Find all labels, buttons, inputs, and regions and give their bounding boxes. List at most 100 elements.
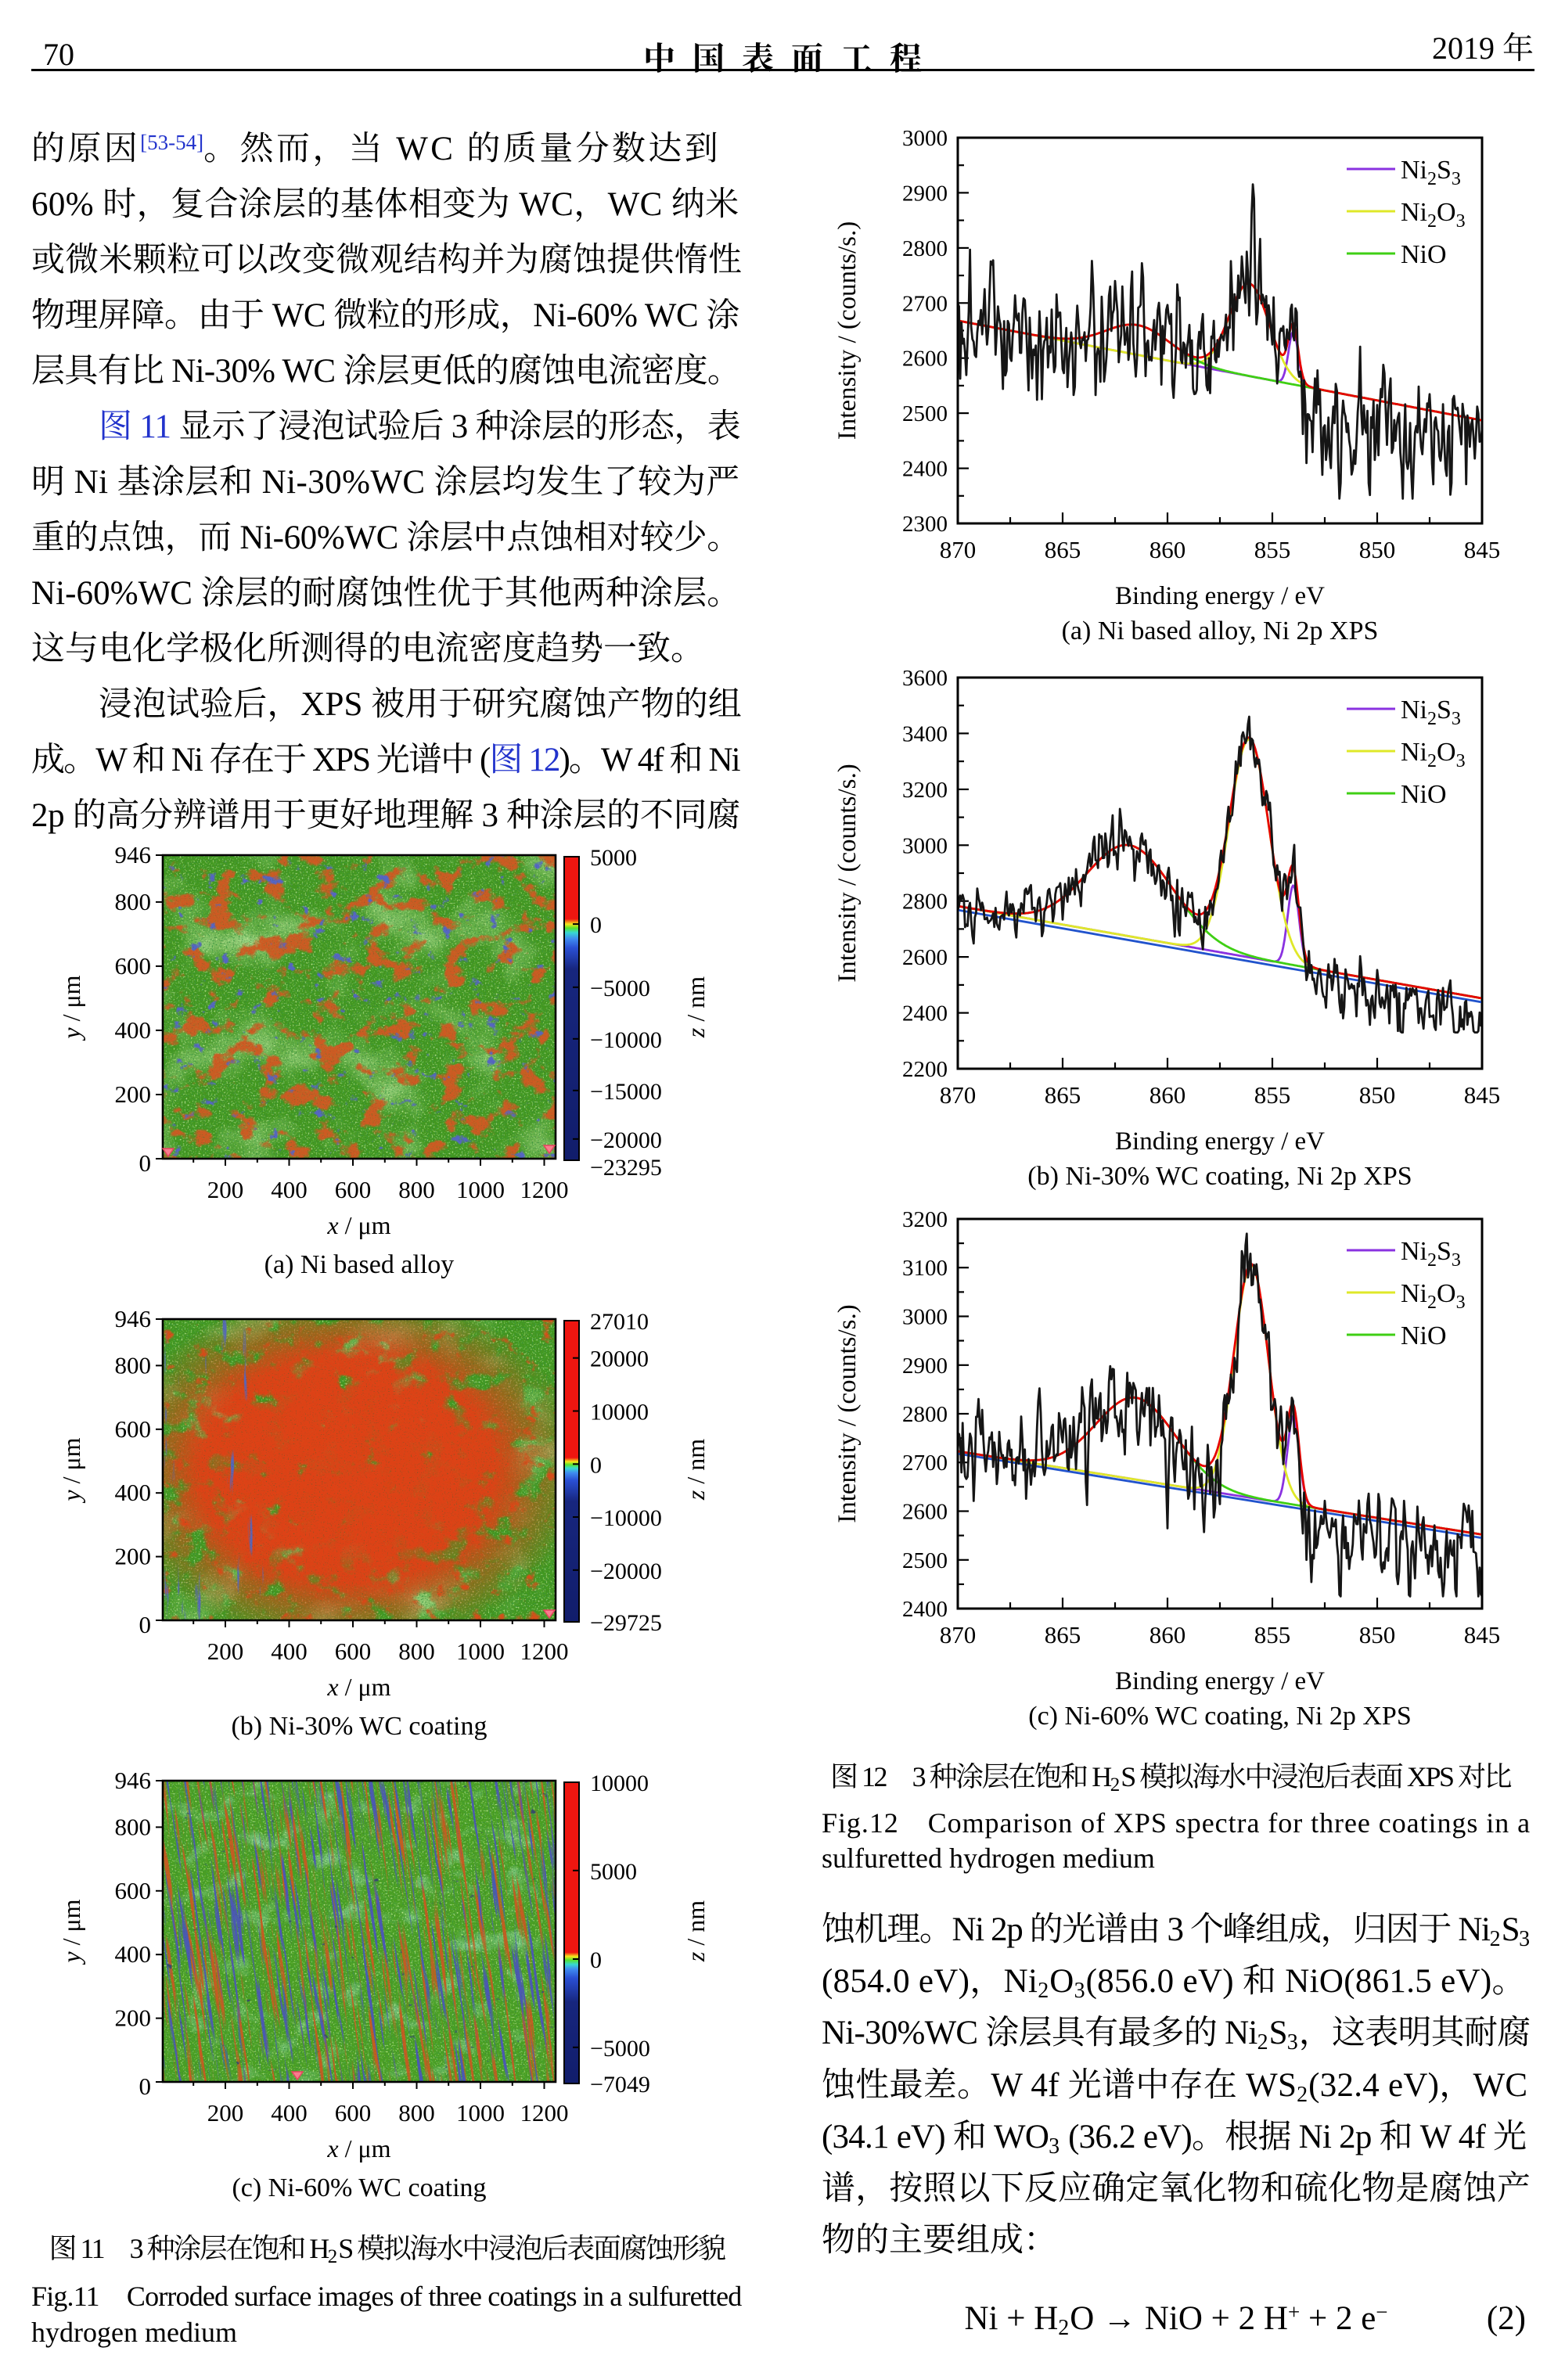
svg-text:Intensity / (counts/s.): Intensity / (counts/s.) xyxy=(833,764,862,983)
svg-text:855: 855 xyxy=(1254,1081,1291,1109)
svg-text:2800: 2800 xyxy=(902,890,948,915)
svg-text:(c) Ni-60% WC coating, Ni 2p X: (c) Ni-60% WC coating, Ni 2p XPS xyxy=(1028,1702,1411,1731)
svg-text:400: 400 xyxy=(271,1176,308,1203)
svg-text:2400: 2400 xyxy=(902,1597,948,1622)
svg-text:z / nm: z / nm xyxy=(682,976,710,1038)
svg-text:5000: 5000 xyxy=(590,1859,637,1885)
svg-text:y / μm: y / μm xyxy=(57,1899,85,1965)
svg-text:860: 860 xyxy=(1149,1081,1186,1109)
svg-text:−5000: −5000 xyxy=(590,2036,650,2062)
svg-text:−20000: −20000 xyxy=(590,1127,662,1153)
svg-text:Binding energy / eV: Binding energy / eV xyxy=(1115,582,1325,610)
svg-text:0: 0 xyxy=(139,1611,152,1638)
svg-text:NiO: NiO xyxy=(1401,780,1447,809)
svg-text:27010: 27010 xyxy=(590,1309,649,1335)
svg-text:−7049: −7049 xyxy=(590,2072,650,2098)
svg-text:200: 200 xyxy=(115,1543,152,1570)
svg-text:850: 850 xyxy=(1359,536,1396,563)
svg-text:0: 0 xyxy=(139,2073,152,2100)
svg-text:800: 800 xyxy=(115,1813,152,1840)
svg-text:z / nm: z / nm xyxy=(682,1439,710,1501)
svg-text:NiO: NiO xyxy=(1401,240,1447,269)
svg-text:−5000: −5000 xyxy=(590,976,650,1001)
svg-text:3400: 3400 xyxy=(902,721,948,746)
svg-text:2200: 2200 xyxy=(902,1057,948,1082)
svg-text:−10000: −10000 xyxy=(590,1505,662,1531)
svg-text:865: 865 xyxy=(1045,1621,1081,1648)
svg-text:1000: 1000 xyxy=(456,1638,505,1665)
svg-text:1200: 1200 xyxy=(520,2099,569,2127)
svg-text:0: 0 xyxy=(590,1452,602,1478)
svg-text:800: 800 xyxy=(398,1638,435,1665)
svg-text:x / μm: x / μm xyxy=(326,2134,390,2162)
svg-text:3100: 3100 xyxy=(902,1256,948,1281)
svg-text:800: 800 xyxy=(398,2099,435,2127)
svg-text:Intensity / (counts/s.): Intensity / (counts/s.) xyxy=(833,1304,862,1523)
svg-text:2900: 2900 xyxy=(902,181,948,206)
svg-text:855: 855 xyxy=(1254,1621,1291,1648)
svg-text:0: 0 xyxy=(139,1149,152,1177)
svg-text:(a) Ni based alloy: (a) Ni based alloy xyxy=(264,1250,455,1279)
svg-text:20000: 20000 xyxy=(590,1346,649,1372)
svg-text:NiO: NiO xyxy=(1401,1321,1447,1350)
svg-text:200: 200 xyxy=(207,1176,244,1203)
svg-text:600: 600 xyxy=(115,1877,152,1904)
svg-text:400: 400 xyxy=(115,1479,152,1506)
svg-text:600: 600 xyxy=(115,1415,152,1443)
svg-text:400: 400 xyxy=(115,1940,152,1968)
svg-text:10000: 10000 xyxy=(590,1771,649,1796)
svg-text:2500: 2500 xyxy=(902,1548,948,1573)
svg-text:−23295: −23295 xyxy=(590,1155,662,1181)
svg-text:−15000: −15000 xyxy=(590,1079,662,1105)
svg-text:3200: 3200 xyxy=(902,778,948,803)
svg-text:y / μm: y / μm xyxy=(57,975,85,1041)
svg-text:2800: 2800 xyxy=(902,236,948,261)
svg-text:3000: 3000 xyxy=(902,833,948,858)
svg-text:845: 845 xyxy=(1464,1081,1501,1109)
svg-text:y / μm: y / μm xyxy=(57,1437,85,1503)
svg-text:800: 800 xyxy=(115,1351,152,1379)
svg-text:Ni2O3: Ni2O3 xyxy=(1401,738,1466,771)
svg-text:−29725: −29725 xyxy=(590,1610,662,1636)
svg-text:865: 865 xyxy=(1045,536,1081,563)
svg-text:2300: 2300 xyxy=(902,512,948,537)
svg-text:Ni2S3: Ni2S3 xyxy=(1401,156,1461,189)
svg-text:3000: 3000 xyxy=(902,126,948,151)
svg-text:(b) Ni-30% WC coating: (b) Ni-30% WC coating xyxy=(231,1712,487,1741)
svg-text:2600: 2600 xyxy=(902,1500,948,1525)
svg-text:2600: 2600 xyxy=(902,945,948,970)
svg-text:Intensity / (counts/s.): Intensity / (counts/s.) xyxy=(833,221,862,440)
svg-text:860: 860 xyxy=(1149,1621,1186,1648)
svg-text:2900: 2900 xyxy=(902,1354,948,1379)
svg-text:860: 860 xyxy=(1149,536,1186,563)
svg-text:400: 400 xyxy=(115,1016,152,1044)
svg-text:2500: 2500 xyxy=(902,401,948,426)
svg-text:(b) Ni-30% WC coating, Ni 2p X: (b) Ni-30% WC coating, Ni 2p XPS xyxy=(1027,1162,1412,1191)
svg-text:1000: 1000 xyxy=(456,2099,505,2127)
svg-text:200: 200 xyxy=(207,2099,244,2127)
svg-text:946: 946 xyxy=(115,1767,152,1794)
svg-text:1200: 1200 xyxy=(520,1638,569,1665)
svg-text:845: 845 xyxy=(1464,1621,1501,1648)
svg-text:1000: 1000 xyxy=(456,1176,505,1203)
svg-text:865: 865 xyxy=(1045,1081,1081,1109)
svg-text:x / μm: x / μm xyxy=(326,1211,390,1239)
svg-text:845: 845 xyxy=(1464,536,1501,563)
svg-text:(c) Ni-60% WC coating: (c) Ni-60% WC coating xyxy=(232,2173,486,2202)
svg-text:600: 600 xyxy=(115,952,152,980)
svg-text:2800: 2800 xyxy=(902,1402,948,1427)
svg-text:850: 850 xyxy=(1359,1081,1396,1109)
svg-text:2400: 2400 xyxy=(902,1001,948,1026)
svg-text:855: 855 xyxy=(1254,536,1291,563)
svg-text:400: 400 xyxy=(271,1638,308,1665)
svg-text:600: 600 xyxy=(335,1176,372,1203)
svg-text:x / μm: x / μm xyxy=(326,1673,390,1701)
svg-text:850: 850 xyxy=(1359,1621,1396,1648)
svg-text:870: 870 xyxy=(940,1081,977,1109)
svg-text:−10000: −10000 xyxy=(590,1027,662,1053)
svg-text:200: 200 xyxy=(115,1080,152,1108)
svg-text:Binding energy / eV: Binding energy / eV xyxy=(1115,1127,1325,1156)
svg-text:800: 800 xyxy=(115,888,152,915)
svg-text:3200: 3200 xyxy=(902,1207,948,1232)
svg-text:600: 600 xyxy=(335,2099,372,2127)
